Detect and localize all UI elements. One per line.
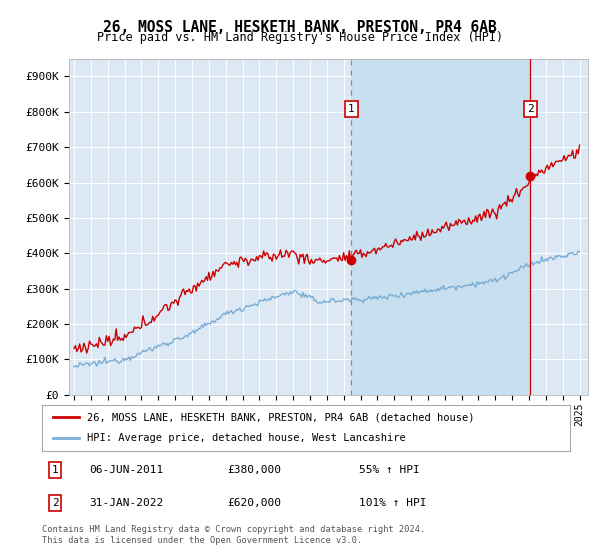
Text: £380,000: £380,000 <box>227 465 281 475</box>
Text: 1: 1 <box>52 465 59 475</box>
Text: 1: 1 <box>348 104 355 114</box>
Text: Contains HM Land Registry data © Crown copyright and database right 2024.
This d: Contains HM Land Registry data © Crown c… <box>42 525 425 545</box>
Text: 26, MOSS LANE, HESKETH BANK, PRESTON, PR4 6AB: 26, MOSS LANE, HESKETH BANK, PRESTON, PR… <box>103 20 497 35</box>
Text: HPI: Average price, detached house, West Lancashire: HPI: Average price, detached house, West… <box>87 433 406 444</box>
Text: 06-JUN-2011: 06-JUN-2011 <box>89 465 164 475</box>
Bar <box>352 59 530 395</box>
Text: 26, MOSS LANE, HESKETH BANK, PRESTON, PR4 6AB (detached house): 26, MOSS LANE, HESKETH BANK, PRESTON, PR… <box>87 412 475 422</box>
Text: 31-JAN-2022: 31-JAN-2022 <box>89 498 164 508</box>
Text: 55% ↑ HPI: 55% ↑ HPI <box>359 465 419 475</box>
Text: 101% ↑ HPI: 101% ↑ HPI <box>359 498 426 508</box>
Text: Price paid vs. HM Land Registry's House Price Index (HPI): Price paid vs. HM Land Registry's House … <box>97 31 503 44</box>
Text: 2: 2 <box>527 104 534 114</box>
Text: 2: 2 <box>52 498 59 508</box>
Text: £620,000: £620,000 <box>227 498 281 508</box>
